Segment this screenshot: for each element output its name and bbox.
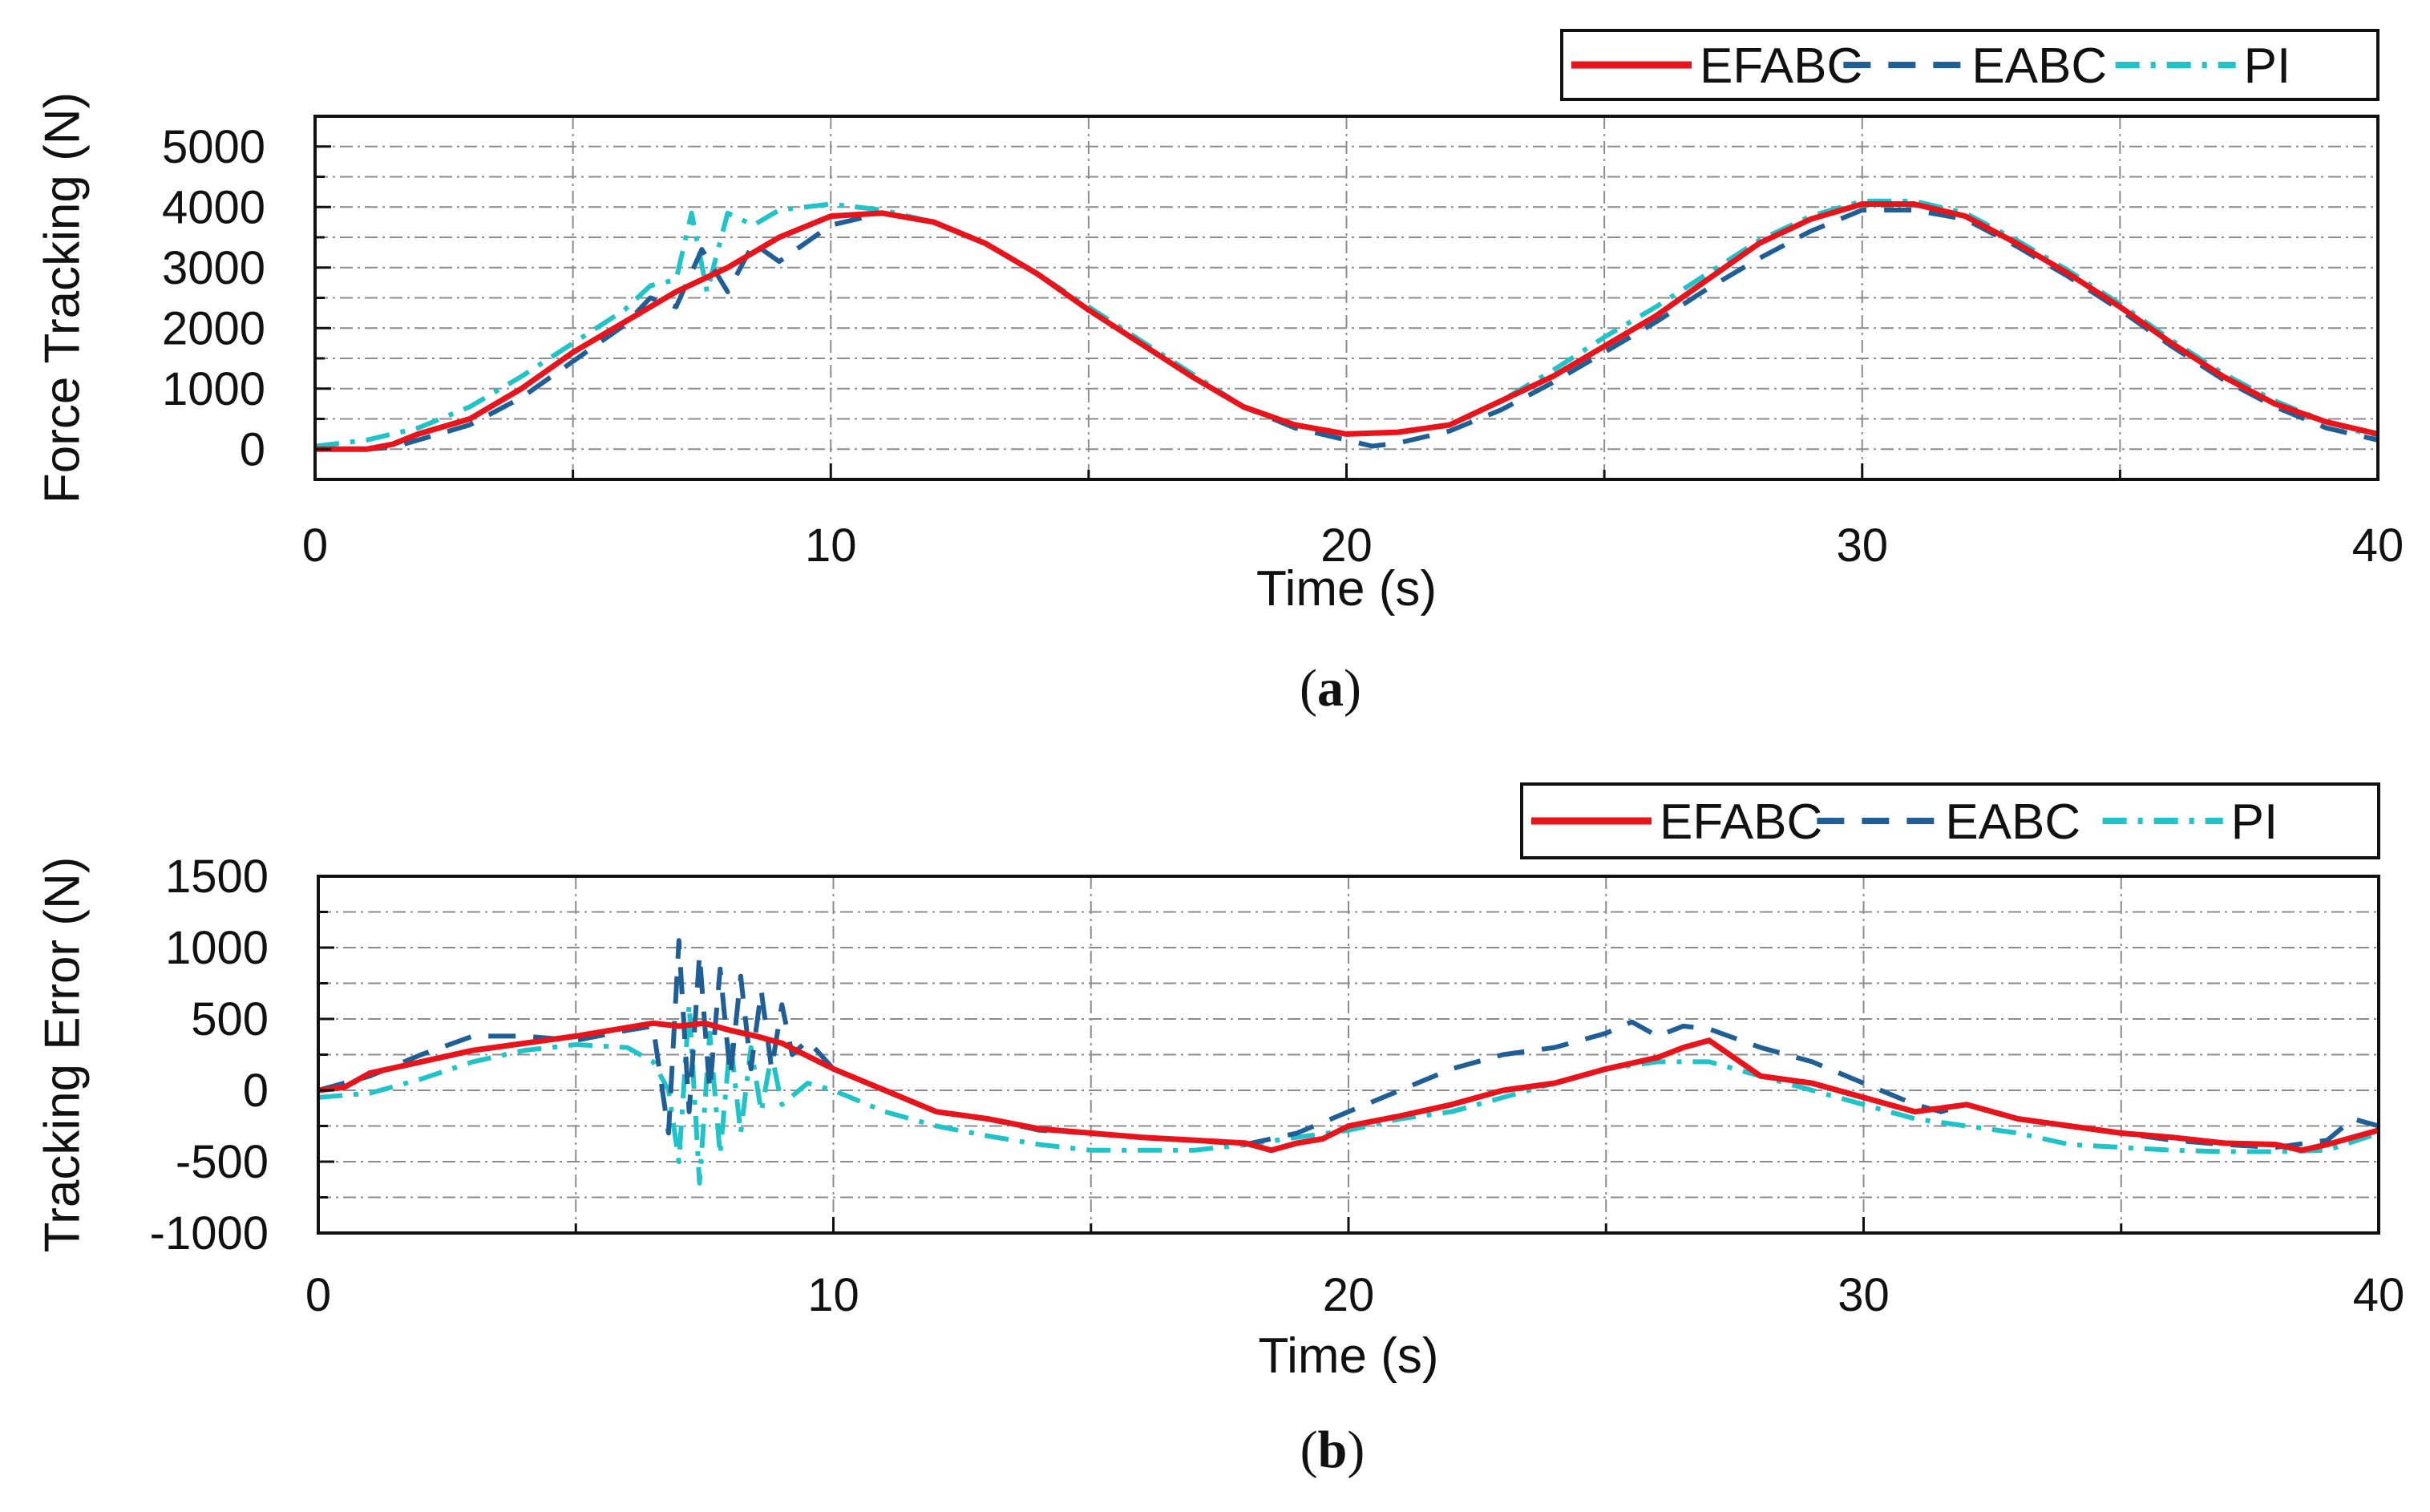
- x-tick-label-4: 40: [2352, 519, 2404, 572]
- x-tick-label-1: 10: [805, 519, 857, 572]
- legend-label-pi: PI: [2244, 38, 2291, 94]
- legend-label-efabc: EFABC: [1700, 38, 1862, 94]
- panel-label: (a): [1300, 659, 1361, 718]
- x-tick-label-4: 40: [2353, 1269, 2405, 1321]
- panel-a-force-tracking: 0 10 20 30 40 0 1000 2000 3000 4000 5000 Time (s) Fo…: [35, 29, 2404, 718]
- panel-label-letter: b: [1318, 1421, 1348, 1479]
- x-tick-label-0: 0: [305, 1269, 331, 1321]
- legend: EFABC EABC PI: [1520, 782, 2380, 859]
- axis-ticks: [313, 145, 2379, 479]
- y-tick-label-3: 3000: [162, 242, 265, 294]
- series-group: [318, 938, 2379, 1186]
- legend-label-eabc: EABC: [1971, 38, 2107, 94]
- panel-label-open-paren: (: [1300, 1421, 1318, 1479]
- legend-label-efabc: EFABC: [1660, 794, 1822, 850]
- legend: EFABC EABC PI: [1560, 29, 2379, 101]
- axis-ticks: [317, 875, 2380, 1235]
- legend-label-pi: PI: [2231, 794, 2278, 850]
- x-axis-label: Time (s): [1259, 1328, 1439, 1384]
- y-tick-label-2: 2000: [162, 302, 265, 354]
- series-line-efabc: [318, 1020, 2379, 1154]
- y-tick-label-1: -500: [176, 1136, 269, 1188]
- y-tick-label-3: 500: [191, 993, 269, 1045]
- x-axis-label: Time (s): [1256, 561, 1437, 617]
- x-tick-label-0: 0: [302, 519, 328, 572]
- y-tick-label-2: 0: [243, 1065, 269, 1117]
- legend-box: [1560, 29, 2379, 101]
- panel-label: (b): [1300, 1421, 1365, 1479]
- y-tick-label-0: 0: [240, 423, 265, 475]
- panel-label-close-paren: ): [1347, 1421, 1365, 1479]
- y-tick-label-4: 1000: [165, 922, 269, 974]
- y-tick-label-0: -1000: [150, 1207, 269, 1259]
- x-tick-label-3: 30: [1838, 1269, 1890, 1321]
- panel-label-close-paren: ): [1344, 659, 1361, 718]
- y-tick-label-5: 5000: [162, 121, 265, 173]
- panel-b-tracking-error: 0 10 20 30 40 -1000 -500 0 500 1000 1500 Time (s) Tr…: [35, 782, 2405, 1479]
- grid-lines: [315, 116, 2378, 479]
- series-line-pi: [318, 1002, 2379, 1186]
- y-tick-label-1: 1000: [162, 363, 265, 415]
- legend-label-eabc: EABC: [1945, 794, 2080, 850]
- panel-label-letter: a: [1317, 659, 1344, 718]
- legend-box: [1520, 782, 2380, 859]
- y-tick-label-5: 1500: [165, 851, 269, 903]
- y-axis-label: Tracking Error (N): [35, 857, 91, 1253]
- y-tick-label-4: 4000: [162, 181, 265, 233]
- y-axis-label: Force Tracking (N): [35, 92, 91, 503]
- panel-label-open-paren: (: [1300, 659, 1317, 718]
- x-tick-label-2: 20: [1320, 519, 1373, 572]
- x-tick-label-3: 30: [1836, 519, 1888, 572]
- x-tick-label-2: 20: [1323, 1269, 1375, 1321]
- x-tick-label-1: 10: [807, 1269, 859, 1321]
- series-group: [315, 198, 2378, 452]
- series-line-efabc: [315, 201, 2378, 452]
